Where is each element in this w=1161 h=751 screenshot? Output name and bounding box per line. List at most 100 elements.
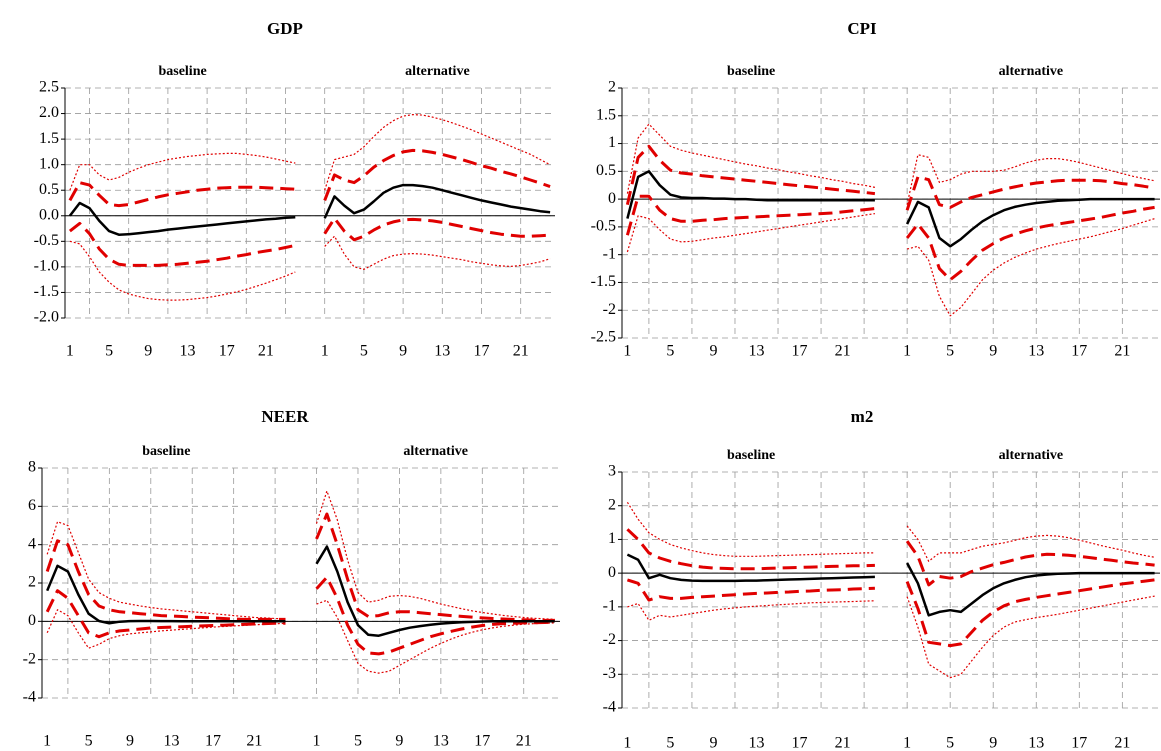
x-tick-label: 1 (321, 343, 329, 360)
x-tick-label: 21 (258, 343, 274, 360)
series-line (626, 123, 876, 194)
series-line (315, 512, 555, 622)
x-tick-label: 17 (474, 733, 490, 750)
chart-title: m2 (851, 407, 874, 426)
series-line (625, 194, 876, 236)
series-line (626, 501, 875, 557)
series-line (905, 578, 1155, 648)
y-tick-label: 0.0 (39, 206, 59, 223)
y-tick-label: 2.0 (39, 104, 59, 121)
series-line (315, 545, 555, 637)
series-line (315, 575, 555, 656)
y-tick-label: 1.5 (596, 106, 616, 123)
x-tick-label: 5 (666, 735, 674, 751)
y-tick-label: 2 (608, 79, 616, 96)
x-tick-label: 5 (360, 343, 368, 360)
y-tick-label: -1 (603, 598, 616, 615)
series-line (316, 599, 555, 674)
x-tick-label: 17 (205, 733, 221, 750)
y-tick-label: -1.5 (591, 273, 616, 290)
y-tick-label: -4 (23, 689, 36, 706)
series-line (68, 221, 296, 267)
panel-title: alternative (999, 64, 1064, 79)
y-tick-label: 2 (608, 496, 616, 513)
series-line (69, 152, 296, 191)
y-tick-label: 3 (608, 463, 616, 480)
x-tick-label: 5 (85, 733, 93, 750)
series-line (905, 540, 1155, 587)
x-tick-label: 13 (749, 343, 765, 360)
x-tick-label: 21 (516, 733, 532, 750)
y-tick-label: -1 (603, 245, 616, 262)
series-line (45, 539, 286, 621)
x-tick-label: 1 (903, 343, 911, 360)
x-tick-label: 21 (1114, 343, 1130, 360)
x-tick-label: 9 (395, 733, 403, 750)
y-tick-label: -1.5 (34, 283, 59, 300)
chart-title: CPI (847, 19, 877, 38)
y-tick-label: -1.0 (34, 258, 59, 275)
series-line (906, 525, 1155, 562)
x-tick-label: 1 (623, 735, 631, 751)
series-line (905, 562, 1155, 617)
y-tick-label: -4 (603, 699, 616, 716)
y-tick-label: 1.0 (39, 155, 59, 172)
x-tick-label: 13 (749, 735, 765, 751)
series-line (69, 240, 296, 301)
x-tick-label: 17 (219, 343, 235, 360)
x-tick-label: 17 (1071, 343, 1087, 360)
y-tick-label: 2.5 (39, 79, 59, 96)
x-tick-label: 1 (903, 735, 911, 751)
series-line (626, 170, 875, 219)
x-tick-label: 21 (246, 733, 262, 750)
series-line (905, 175, 1155, 211)
series-line (905, 205, 1155, 282)
panel-title: alternative (999, 448, 1064, 463)
panel-title: baseline (142, 444, 190, 459)
chart-title: NEER (261, 407, 309, 426)
series-line (46, 564, 286, 625)
y-tick-label: 0.5 (596, 162, 616, 179)
x-tick-label: 13 (180, 343, 196, 360)
y-tick-label: -2 (603, 631, 616, 648)
x-tick-label: 9 (989, 343, 997, 360)
series-line (68, 181, 296, 208)
series-line (323, 148, 551, 201)
x-tick-label: 1 (313, 733, 321, 750)
y-tick-label: -2.0 (34, 309, 59, 326)
series-line (46, 521, 286, 620)
x-tick-label: 5 (105, 343, 113, 360)
series-line (625, 144, 876, 206)
x-tick-label: 9 (709, 343, 717, 360)
series-line (626, 578, 875, 602)
x-tick-label: 17 (474, 343, 490, 360)
panel-title: baseline (727, 64, 775, 79)
series-line (626, 528, 875, 571)
y-tick-label: -2 (603, 301, 616, 318)
y-tick-label: 1.5 (39, 130, 59, 147)
x-tick-label: 13 (434, 343, 450, 360)
x-tick-label: 17 (792, 735, 808, 751)
y-tick-label: -2 (23, 650, 36, 667)
y-tick-label: 1 (608, 134, 616, 151)
x-tick-label: 21 (513, 343, 529, 360)
series-line (324, 235, 551, 270)
y-tick-label: 2 (28, 574, 36, 591)
y-tick-label: 0 (608, 190, 616, 207)
chart-title: GDP (267, 19, 303, 38)
panel-title: alternative (405, 64, 470, 79)
y-tick-label: -0.5 (34, 232, 59, 249)
series-line (906, 154, 1155, 205)
y-tick-label: 1 (608, 530, 616, 547)
panel-title: baseline (158, 64, 206, 79)
x-tick-label: 5 (946, 343, 954, 360)
panel-title: alternative (403, 444, 468, 459)
x-tick-label: 13 (1028, 343, 1044, 360)
series-line (68, 201, 296, 236)
y-tick-label: 0.5 (39, 181, 59, 198)
y-tick-label: 4 (28, 535, 36, 552)
x-tick-label: 21 (1114, 735, 1130, 751)
x-tick-label: 17 (792, 343, 808, 360)
